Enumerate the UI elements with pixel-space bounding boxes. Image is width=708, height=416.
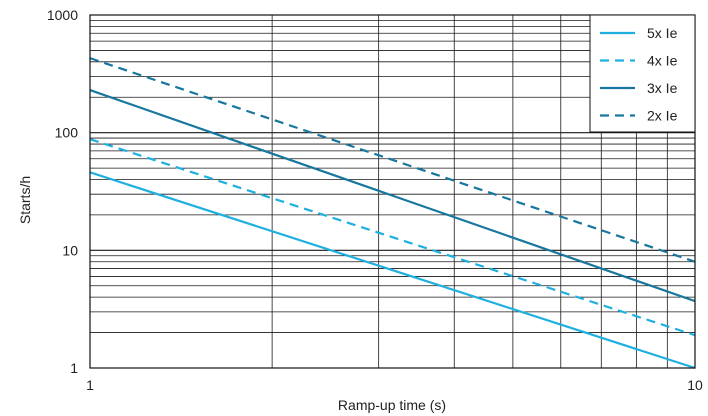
series-line-4 xyxy=(89,57,696,263)
x-axis-label: Ramp-up time (s) xyxy=(338,397,446,413)
legend-box xyxy=(589,14,696,133)
y-tick-label: 1 xyxy=(70,360,78,376)
x-tick-label: 1 xyxy=(86,377,94,393)
series-lines xyxy=(89,57,696,370)
plot-frame xyxy=(89,14,696,369)
series-line-2 xyxy=(89,138,696,337)
y-axis-label: Starts/h xyxy=(17,176,33,224)
legend-label: 3x Ie xyxy=(647,80,678,96)
y-tick-label: 10 xyxy=(62,242,78,258)
legend-label: 5x Ie xyxy=(647,25,678,41)
tick-labels: 1 10 1 10 100 1000 xyxy=(47,7,703,393)
x-tick-label: 10 xyxy=(687,377,703,393)
legend-label: 4x Ie xyxy=(647,53,678,69)
series-line-1 xyxy=(89,171,696,370)
y-tick-label: 100 xyxy=(55,125,79,141)
legend: 5x Ie 4x Ie 3x Ie 2x Ie xyxy=(589,14,696,133)
legend-label: 2x Ie xyxy=(647,108,678,124)
y-tick-label: 1000 xyxy=(47,7,78,23)
series-line-3 xyxy=(89,89,696,303)
